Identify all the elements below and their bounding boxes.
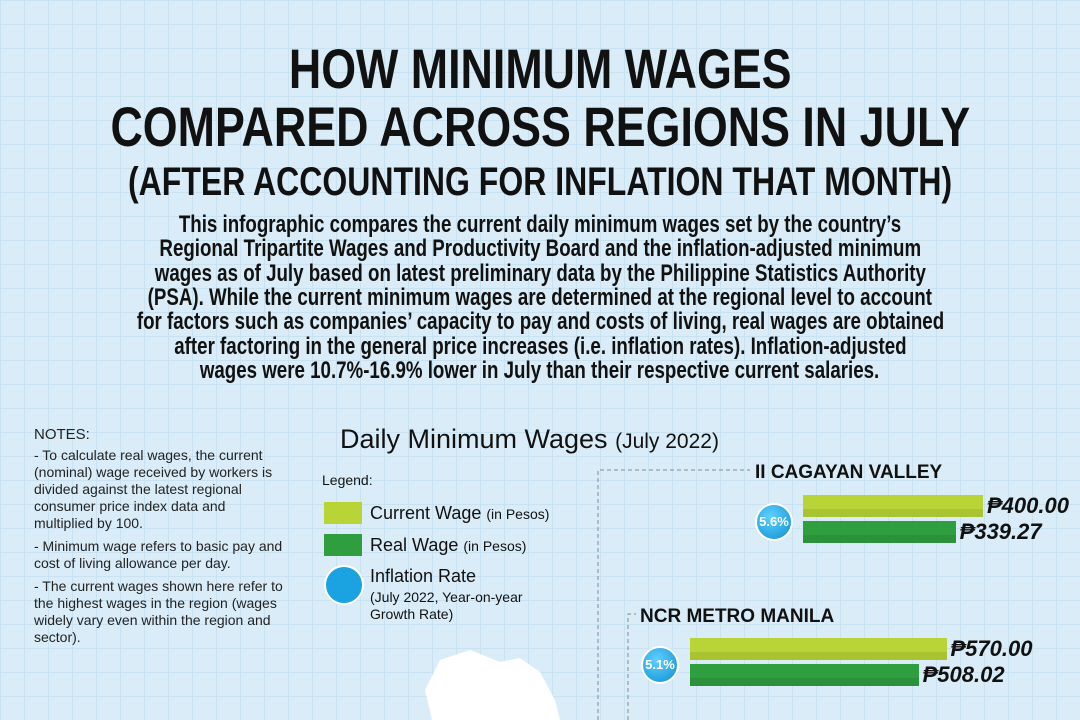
title-line: HOW MINIMUM WAGES: [288, 37, 792, 100]
text: wages were 10.7%-16.9% lower in July tha…: [200, 356, 880, 384]
description-line: (PSA). While the current minimum wages a…: [0, 283, 1080, 311]
legend-entry: Real Wage (in Pesos): [370, 535, 526, 556]
notes: NOTES: - To calculate real wages, the cu…: [34, 426, 284, 652]
legend-entry: Current Wage (in Pesos): [370, 503, 549, 524]
legend-heading: Legend:: [322, 472, 373, 488]
description-line: after factoring in the general price inc…: [0, 332, 1080, 360]
legend-unit: (in Pesos): [463, 538, 527, 554]
bar: [690, 664, 919, 686]
legend-label: Current Wage: [370, 503, 482, 523]
legend-entry: Inflation Rate: [370, 566, 476, 587]
text: (PSA). While the current minimum wages a…: [147, 283, 933, 311]
region-name: NCR METRO MANILA: [640, 606, 835, 627]
description-line: for factors such as companies’ capacity …: [0, 310, 1080, 334]
wage-label: ₱339.27: [959, 519, 1042, 544]
connector: [597, 469, 750, 720]
description-line: This infographic compares the current da…: [0, 213, 1080, 237]
legend-swatch: [324, 502, 362, 524]
legend-swatch: [324, 534, 362, 556]
connector: [627, 613, 636, 720]
legend-circle: [324, 565, 364, 605]
legend-label: Real Wage: [370, 535, 459, 555]
inflation-label: 5.1%: [645, 657, 675, 672]
title-line: COMPARED ACROSS REGIONS IN JULY: [110, 95, 970, 158]
note-item: - The current wages shown here refer to …: [34, 578, 283, 645]
text: after factoring in the general price inc…: [173, 332, 907, 360]
legend-unit: (July 2022, Year-on-year Growth Rate): [370, 589, 523, 622]
inflation-label: 5.6%: [759, 514, 789, 529]
note-item: - Minimum wage refers to basic pay and c…: [34, 538, 283, 571]
notes-heading: NOTES:: [34, 426, 90, 443]
wage-label: ₱570.00: [950, 636, 1033, 661]
map-shape: [425, 650, 560, 720]
bar: [803, 521, 956, 543]
wage-label: ₱400.00: [987, 493, 1069, 518]
title-line: (AFTER ACCOUNTING FOR INFLATION THAT MON…: [127, 160, 953, 204]
chart-title: Daily Minimum Wages (July 2022): [340, 424, 719, 454]
region-name: II CAGAYAN VALLEY: [755, 462, 943, 483]
text: wages as of July based on latest prelimi…: [154, 259, 926, 287]
text: This infographic compares the current da…: [178, 211, 902, 238]
legend-unit: (in Pesos): [486, 506, 550, 522]
description-line: Regional Tripartite Wages and Productivi…: [0, 237, 1080, 261]
legend-label: Inflation Rate: [370, 566, 477, 586]
note-item: - To calculate real wages, the current (…: [34, 447, 273, 531]
description-line: wages were 10.7%-16.9% lower in July tha…: [0, 356, 1080, 384]
bar: [803, 495, 983, 517]
wage-label: ₱508.02: [922, 662, 1005, 687]
text: Regional Tripartite Wages and Productivi…: [159, 235, 921, 263]
description-line: wages as of July based on latest prelimi…: [0, 259, 1080, 287]
inflation-circle: 5.6%: [755, 503, 793, 541]
bar: [690, 638, 947, 660]
inflation-circle: 5.1%: [641, 646, 679, 684]
text: for factors such as companies’ capacity …: [136, 308, 944, 336]
